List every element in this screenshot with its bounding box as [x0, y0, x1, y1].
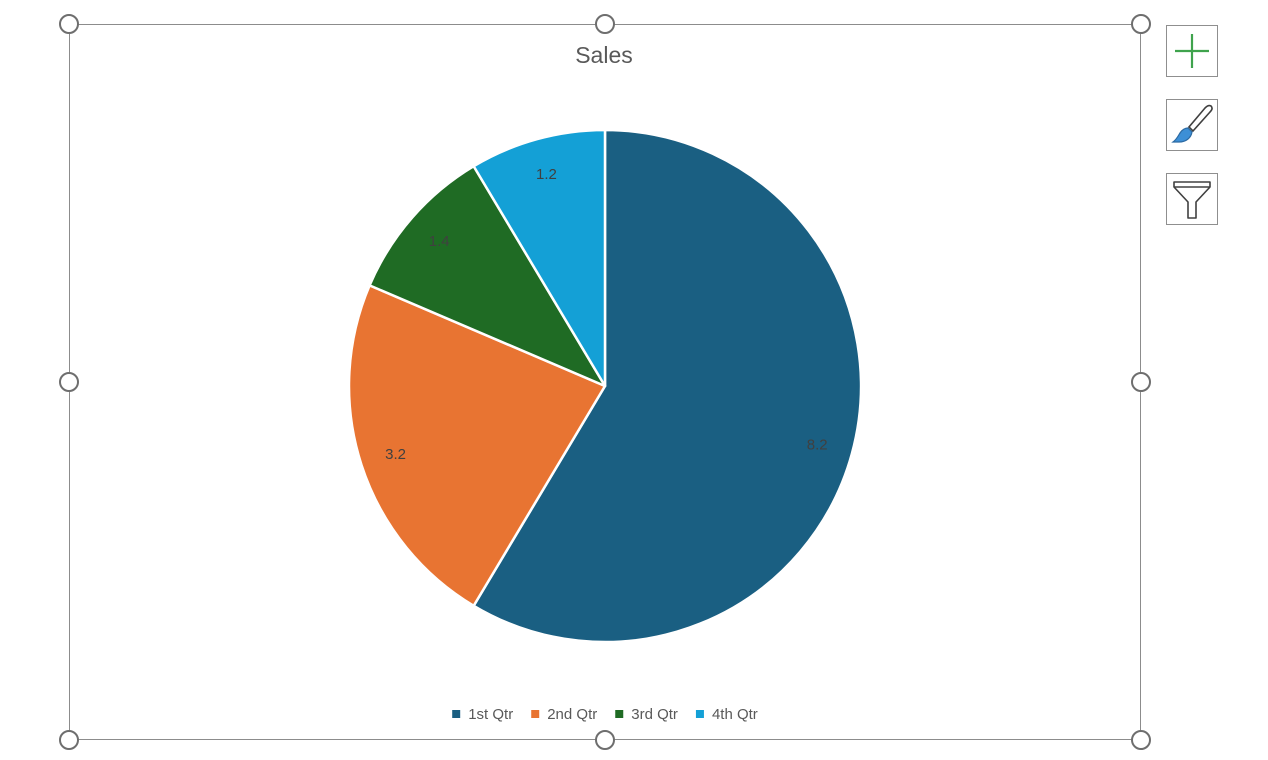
legend-entry-1[interactable]: 1st Qtr: [452, 706, 513, 723]
resize-handle-bottom-right[interactable]: [1131, 730, 1151, 750]
data-label-4[interactable]: 1.2: [536, 166, 557, 183]
paintbrush-icon: [1171, 104, 1213, 143]
legend-entry-4[interactable]: 4th Qtr: [695, 706, 758, 723]
legend-swatch-2: [531, 710, 540, 718]
chart-styles-button[interactable]: [1166, 99, 1218, 151]
plus-icon: [1175, 34, 1209, 68]
chart-title[interactable]: Sales: [575, 42, 633, 68]
resize-handle-bottom[interactable]: [595, 730, 615, 750]
chart-filters-button[interactable]: [1166, 173, 1218, 225]
legend[interactable]: 1st Qtr 2nd Qtr 3rd Qtr 4th Qtr: [452, 706, 758, 723]
resize-handle-top[interactable]: [595, 14, 615, 34]
legend-entry-3[interactable]: 3rd Qtr: [615, 706, 678, 723]
legend-label-3: 3rd Qtr: [631, 706, 678, 723]
data-label-1[interactable]: 8.2: [807, 437, 828, 454]
legend-label-2: 2nd Qtr: [547, 706, 597, 723]
legend-label-4: 4th Qtr: [712, 706, 758, 723]
legend-swatch-3: [615, 710, 624, 718]
pie-slice-1[interactable]: [472, 128, 863, 644]
legend-entry-2[interactable]: 2nd Qtr: [531, 706, 597, 723]
resize-handle-top-right[interactable]: [1131, 14, 1151, 34]
pie-slice-4[interactable]: [472, 128, 607, 388]
pie-slice-2[interactable]: [347, 284, 607, 608]
resize-handle-bottom-left[interactable]: [59, 730, 79, 750]
filter-icon: [1173, 181, 1211, 219]
resize-handle-top-left[interactable]: [59, 14, 79, 34]
data-label-3[interactable]: 1.4: [429, 233, 450, 250]
legend-label-1: 1st Qtr: [468, 706, 513, 723]
pie-slice-3[interactable]: [368, 164, 607, 388]
data-label-2[interactable]: 3.2: [385, 446, 406, 463]
legend-swatch-4: [695, 710, 704, 718]
legend-swatch-1: [452, 710, 461, 718]
resize-handle-left[interactable]: [59, 372, 79, 392]
chart-elements-button[interactable]: [1166, 25, 1218, 77]
resize-handle-right[interactable]: [1131, 372, 1151, 392]
